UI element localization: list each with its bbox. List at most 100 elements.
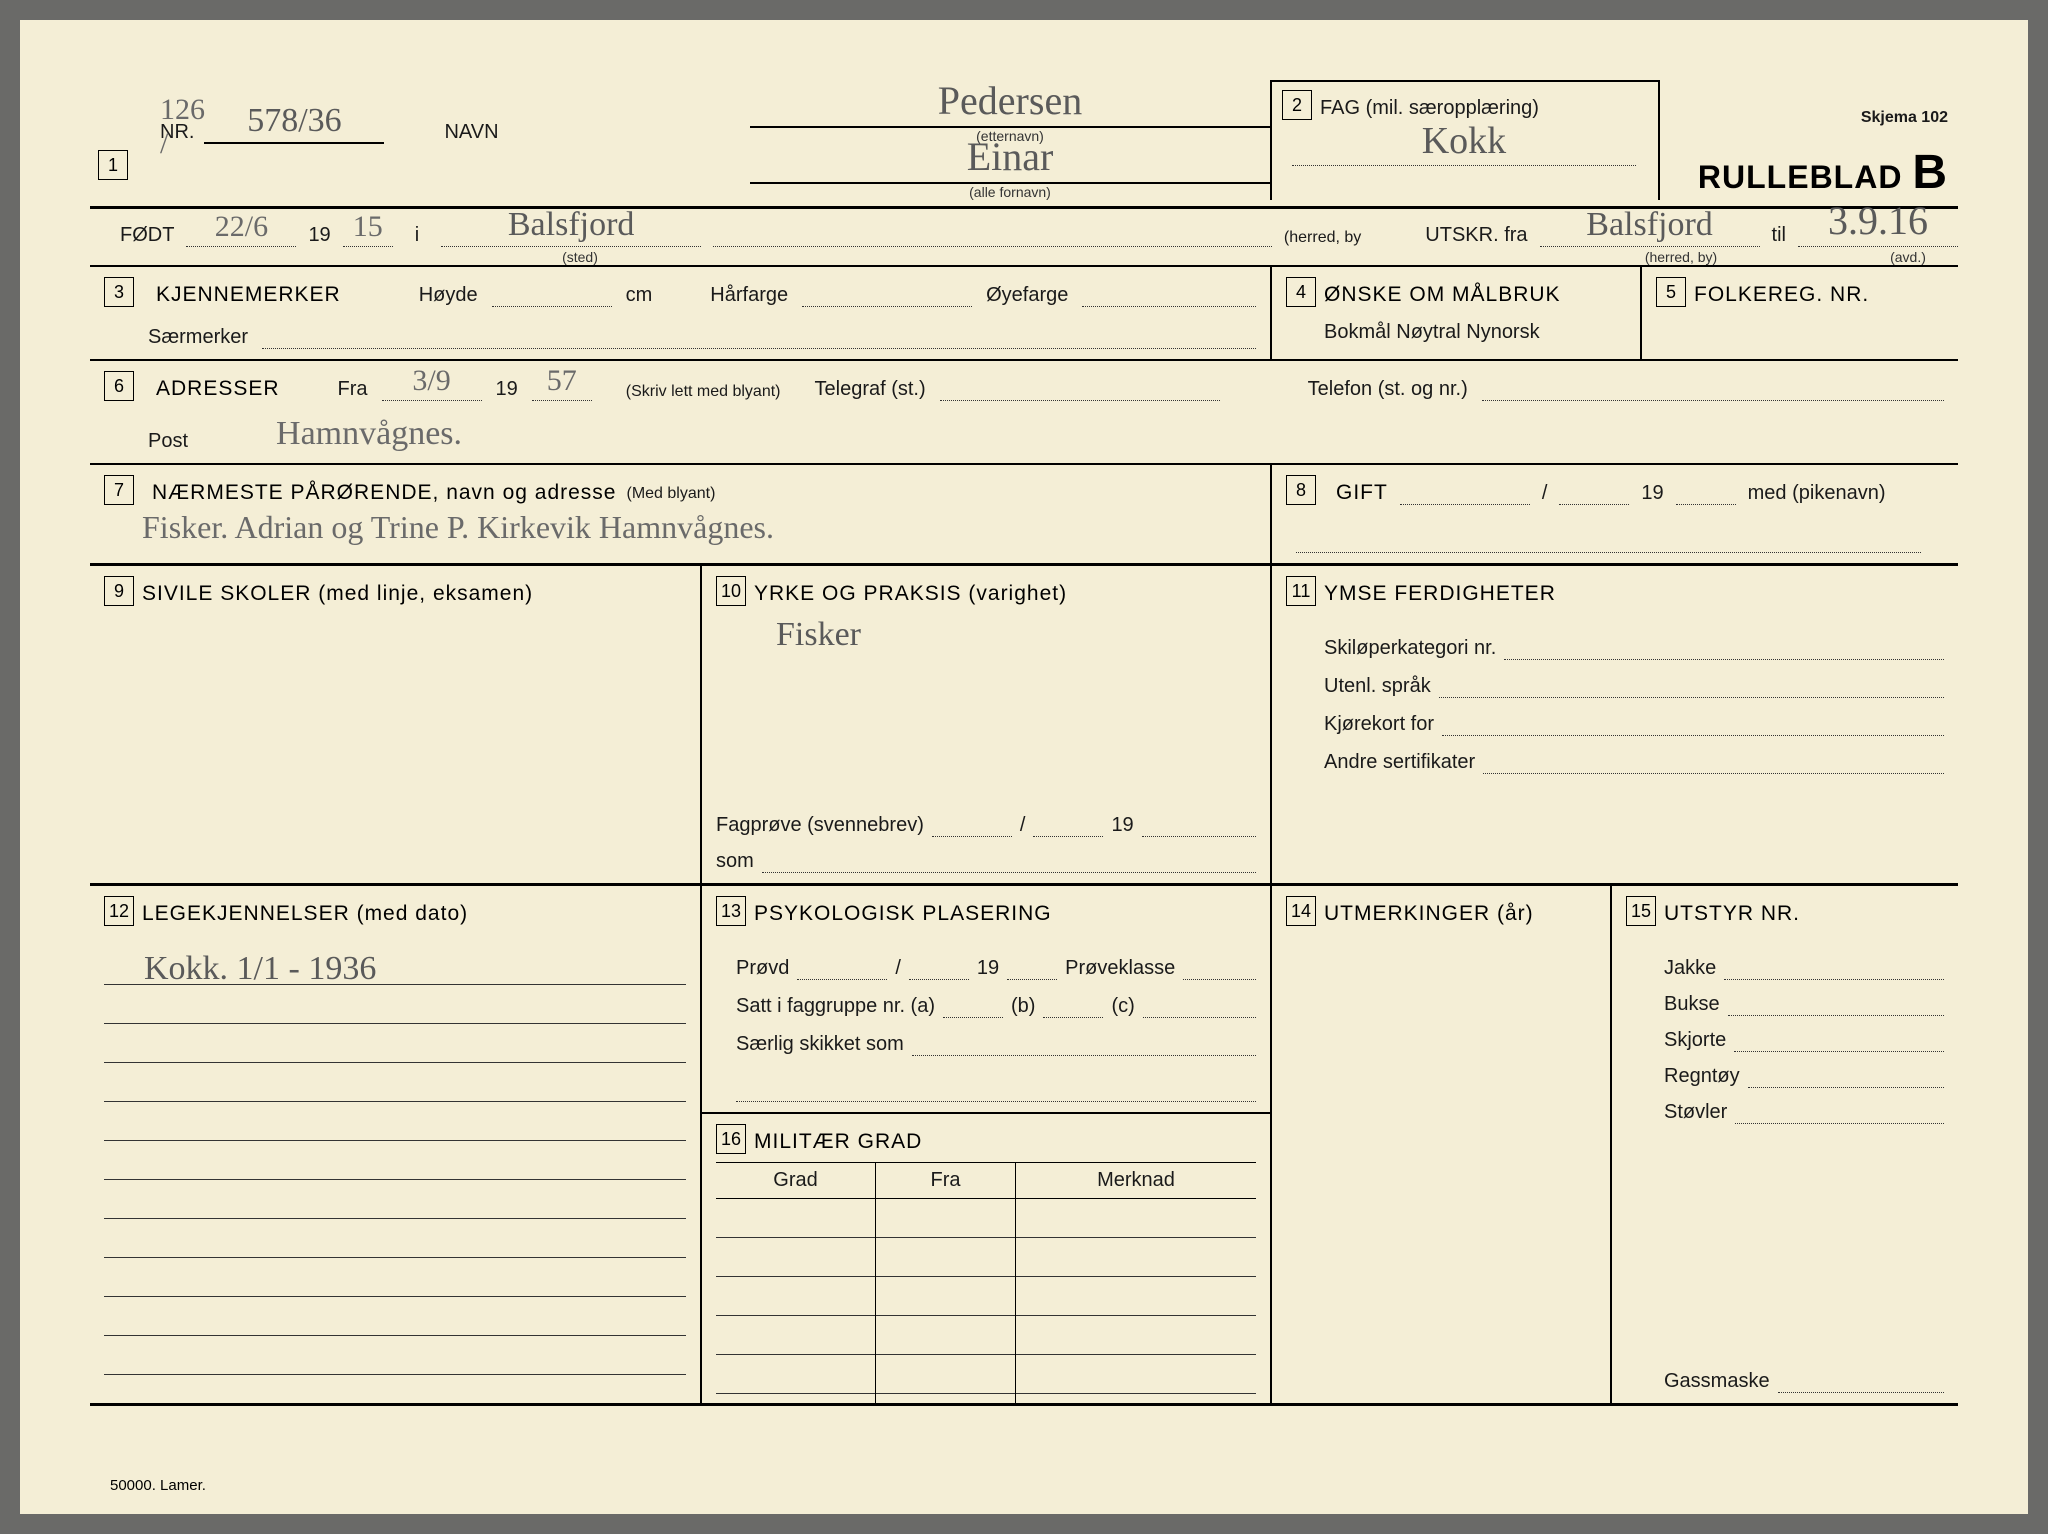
i-label: i — [415, 224, 419, 247]
sted-sub: (sted) — [530, 249, 630, 265]
s11-l2: Utenl. språk — [1324, 675, 1431, 698]
row-6: 6 ADRESSER Fra 3/9 19 57 (Skriv lett med… — [90, 359, 1958, 463]
footer: 50000. Lamer. — [110, 1477, 206, 1494]
s13-year-prefix: 19 — [977, 957, 999, 980]
rulleblad-card: 126 / NR. 578/36 NAVN Pedersen (etternav… — [20, 20, 2028, 1514]
telefon: Telefon (st. og nr.) — [1308, 378, 1468, 401]
box-12: 12 — [104, 896, 134, 926]
box-8: 8 — [1286, 475, 1316, 505]
box-9: 9 — [104, 576, 134, 606]
box-10: 10 — [716, 576, 746, 606]
s11-l1: Skiløperkategori nr. — [1324, 637, 1496, 660]
s11-l4: Andre sertifikater — [1324, 751, 1475, 774]
s13-title: PSYKOLOGISK PLASERING — [754, 902, 1052, 926]
s6-note: (Skriv lett med blyant) — [626, 383, 781, 401]
jakke: Jakke — [1664, 957, 1716, 980]
s10-year-prefix: 19 — [1111, 814, 1133, 837]
s8-title: GIFT — [1336, 481, 1388, 505]
gassmaske: Gassmaske — [1664, 1370, 1770, 1393]
telegraf: Telegraf (st.) — [815, 378, 926, 401]
s4-title: ØNSKE OM MÅLBRUK — [1324, 283, 1561, 307]
harfarge: Hårfarge — [710, 284, 788, 307]
som: som — [716, 850, 754, 873]
fodt-row: FØDT 22/6 19 15 i Balsfjord (herred, by … — [90, 209, 1958, 251]
post-value: Hamnvågnes. — [276, 415, 462, 453]
s7-note: (Med blyant) — [626, 485, 715, 503]
s10-title: YRKE OG PRAKSIS (varighet) — [754, 582, 1067, 606]
box-14: 14 — [1286, 896, 1316, 926]
fornavn-sub: (alle fornavn) — [750, 184, 1270, 200]
til-value: 3.9.16 — [1828, 197, 1928, 244]
satt: Satt i faggruppe nr. (a) — [736, 995, 935, 1018]
avd-sub: (avd.) — [1878, 249, 1938, 265]
regntoy: Regntøy — [1664, 1065, 1740, 1088]
fornavn: Einar — [967, 133, 1054, 180]
s11-l3: Kjørekort for — [1324, 713, 1434, 736]
grad-col: Grad — [716, 1163, 876, 1198]
s12-value: Kokk. 1/1 - 1936 — [144, 946, 686, 988]
rulleblad: RULLEBLAD — [1698, 159, 1903, 195]
box-11: 11 — [1286, 576, 1316, 606]
box-13: 13 — [716, 896, 746, 926]
fra: Fra — [338, 378, 368, 401]
sted: Balsfjord — [508, 206, 635, 244]
utskr-label: UTSKR. fra — [1425, 224, 1527, 247]
b: (b) — [1011, 995, 1035, 1018]
utskr-value: Balsfjord — [1586, 206, 1713, 244]
s6-title: ADRESSER — [156, 377, 280, 401]
box-7: 7 — [104, 475, 134, 505]
fra-year: 57 — [547, 364, 577, 398]
box-6: 6 — [104, 371, 134, 401]
stovler: Støvler — [1664, 1101, 1727, 1124]
fodt-year-prefix: 19 — [308, 224, 330, 247]
box-2: 2 — [1282, 90, 1312, 120]
saermerker: Særmerker — [148, 326, 248, 349]
proveklasse: Prøveklasse — [1065, 957, 1175, 980]
oyefarge: Øyefarge — [986, 284, 1068, 307]
box-15: 15 — [1626, 896, 1656, 926]
fag-value: Kokk — [1422, 119, 1506, 163]
bukse: Bukse — [1664, 993, 1720, 1016]
fra-day: 3/9 — [412, 364, 450, 398]
hoyde: Høyde — [419, 284, 478, 307]
box-16: 16 — [716, 1124, 746, 1154]
row-9-10-11: 9 SIVILE SKOLER (med linje, eksamen) 10 … — [90, 563, 1958, 883]
s15-title: UTSTYR NR. — [1664, 902, 1800, 926]
fodt-day: 22/6 — [215, 210, 268, 244]
s5-title: FOLKEREG. NR. — [1694, 283, 1869, 307]
provd: Prøvd — [736, 957, 789, 980]
row-3-4-5: 3 KJENNEMERKER Høyde cm Hårfarge Øyefarg… — [90, 265, 1958, 359]
til-label: til — [1772, 224, 1786, 247]
s8-med: med (pikenavn) — [1748, 482, 1886, 505]
post: Post — [148, 430, 188, 453]
s3-title: KJENNEMERKER — [156, 283, 341, 307]
skjorte: Skjorte — [1664, 1029, 1726, 1052]
header-row: 126 / NR. 578/36 NAVN Pedersen (etternav… — [90, 80, 1958, 200]
box-1: 1 — [98, 150, 128, 180]
c: (c) — [1111, 995, 1134, 1018]
s16-title: MILITÆR GRAD — [754, 1130, 922, 1154]
s12-title: LEGEKJENNELSER (med dato) — [142, 902, 468, 926]
fagprove: Fagprøve (svennebrev) — [716, 814, 924, 837]
s8-year-prefix: 19 — [1641, 482, 1663, 505]
row-12-13-14-15: 12 LEGEKJENNELSER (med dato) Kokk. 1/1 -… — [90, 883, 1958, 1403]
rulleblad-b: B — [1912, 146, 1948, 199]
nr-prefix: 126 / — [160, 93, 205, 161]
cm: cm — [626, 284, 653, 307]
s7-value: Fisker. Adrian og Trine P. Kirkevik Hamn… — [142, 509, 1256, 546]
merknad-col: Merknad — [1016, 1163, 1256, 1198]
nr-value: 578/36 — [247, 102, 341, 140]
s11-title: YMSE FERDIGHETER — [1324, 582, 1556, 606]
fag-label: FAG (mil. særopplæring) — [1320, 97, 1539, 120]
box-4: 4 — [1286, 277, 1316, 307]
navn-label: NAVN — [444, 121, 498, 144]
skjema: Skjema 102 — [1660, 109, 1948, 127]
s4-options: Bokmål Nøytral Nynorsk — [1324, 321, 1626, 344]
box-3: 3 — [104, 277, 134, 307]
etternavn: Pedersen — [938, 77, 1082, 124]
box-5: 5 — [1656, 277, 1686, 307]
fodt-year: 15 — [353, 210, 383, 244]
herred-label: (herred, by — [1284, 229, 1361, 247]
utskr-sub: (herred, by) — [1606, 249, 1756, 265]
s7-title: NÆRMESTE PÅRØRENDE, navn og adresse — [152, 481, 616, 505]
